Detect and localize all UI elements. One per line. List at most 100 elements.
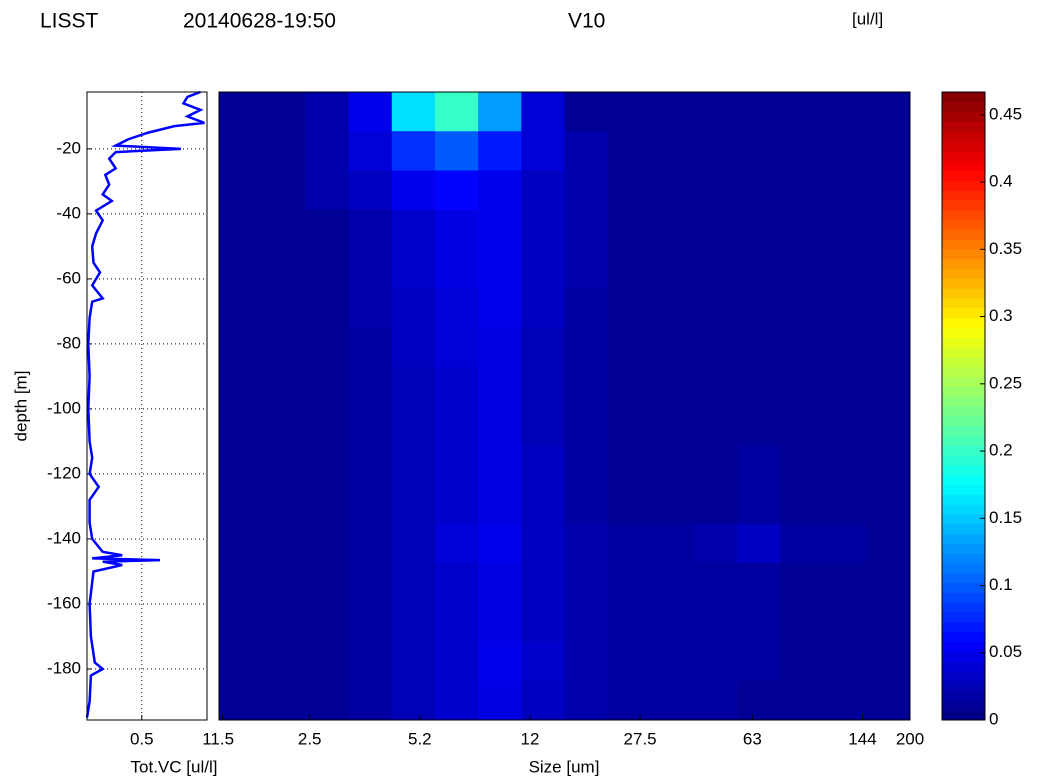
heat-cell — [262, 445, 306, 485]
heat-cell — [694, 680, 738, 721]
y-tick-label: -40 — [56, 203, 81, 222]
x-tick-label: 1 — [202, 729, 211, 748]
heat-cell — [607, 327, 652, 368]
heat-cell — [650, 523, 695, 564]
heat-cell — [478, 406, 522, 446]
heat-cell — [823, 131, 868, 171]
heat-cell — [391, 406, 436, 446]
heat-cell — [607, 92, 652, 132]
heat-cell — [391, 680, 436, 721]
heat-cell — [866, 641, 911, 682]
heat-cell — [391, 209, 436, 250]
heat-cell — [607, 288, 652, 328]
colorbar-swatch — [942, 621, 985, 633]
colorbar-swatch — [942, 700, 985, 711]
heat-cell — [866, 327, 911, 368]
heat-cell — [521, 170, 565, 211]
colorbar-swatch — [942, 219, 985, 230]
heat-cell — [478, 445, 522, 485]
heat-cell — [564, 209, 609, 250]
heat-cell — [434, 249, 479, 289]
heat-cell — [521, 641, 565, 682]
heat-cell — [607, 406, 652, 446]
heat-cell — [607, 641, 652, 682]
colorbar-swatch — [942, 278, 985, 289]
colorbar-swatch — [942, 268, 985, 279]
y-tick-label: -80 — [56, 333, 81, 352]
heat-cell — [694, 563, 738, 603]
heat-cell — [478, 484, 522, 525]
heat-cell — [434, 366, 479, 407]
colorbar-swatch — [942, 690, 985, 701]
heat-cell — [219, 602, 263, 642]
colorbar-swatch — [942, 563, 985, 574]
heat-cell — [694, 288, 738, 328]
colorbar-swatch — [942, 199, 985, 211]
heat-cell — [737, 523, 781, 564]
heat-cell — [607, 131, 652, 171]
colorbar-swatch — [942, 229, 985, 240]
colorbar-swatch — [942, 641, 985, 652]
heat-cell — [866, 406, 911, 446]
colorbar-swatch — [942, 602, 985, 613]
heat-cell — [737, 209, 781, 250]
heat-cell — [219, 641, 263, 682]
heat-cell — [262, 249, 306, 289]
colorbar-swatch — [942, 435, 985, 446]
heat-cell — [305, 170, 350, 211]
heat-cell — [521, 602, 565, 642]
heat-cell — [521, 288, 565, 328]
heat-cell — [564, 131, 609, 171]
colorbar-swatch — [942, 327, 985, 338]
colorbar-swatch — [942, 494, 985, 505]
colorbar-swatch — [942, 356, 985, 368]
y-tick-label: -180 — [47, 658, 81, 677]
heat-cell — [219, 92, 263, 132]
heat-cell — [305, 288, 350, 328]
heat-cell — [823, 484, 868, 525]
heat-cell — [780, 641, 825, 682]
heat-cell — [564, 680, 609, 721]
heat-cell — [434, 445, 479, 485]
heat-cell — [650, 563, 695, 603]
colorbar-swatch — [942, 710, 985, 721]
colorbar-swatch — [942, 307, 985, 319]
y-tick-label: -120 — [47, 463, 81, 482]
heat-cell — [564, 92, 609, 132]
heat-cell — [305, 563, 350, 603]
heat-cell — [478, 327, 522, 368]
heat-cell — [780, 445, 825, 485]
heat-cell — [780, 170, 825, 211]
heat-cell — [391, 92, 436, 132]
heat-cell — [694, 406, 738, 446]
heat-cell — [478, 288, 522, 328]
heat-cell — [478, 170, 522, 211]
heat-cell — [262, 327, 306, 368]
colorbar-swatch — [942, 366, 985, 378]
colorbar-tick-label: 0.25 — [989, 373, 1022, 392]
heat-cell — [478, 563, 522, 603]
colorbar-swatch — [942, 680, 985, 692]
heat-cell — [305, 209, 350, 250]
heat-cell — [737, 445, 781, 485]
units: [ul/l] — [852, 9, 883, 28]
heat-cell — [866, 563, 911, 603]
heat-cell — [348, 366, 393, 407]
heat-cell — [564, 641, 609, 682]
heat-cell — [262, 131, 306, 171]
heat-cell — [434, 563, 479, 603]
colorbar-swatch — [942, 337, 985, 348]
heat-cell — [737, 366, 781, 407]
heat-cell — [823, 680, 868, 721]
heat-cell — [866, 288, 911, 328]
y-tick-label: -20 — [56, 138, 81, 157]
colorbar-swatch — [942, 160, 985, 171]
x-tick-label: 144 — [848, 729, 876, 748]
heat-cell — [305, 406, 350, 446]
colorbar-swatch — [942, 141, 985, 152]
heat-cell — [434, 92, 479, 132]
heat-cell — [823, 209, 868, 250]
heat-cell — [262, 170, 306, 211]
heat-cell — [694, 249, 738, 289]
heat-cell — [305, 602, 350, 642]
